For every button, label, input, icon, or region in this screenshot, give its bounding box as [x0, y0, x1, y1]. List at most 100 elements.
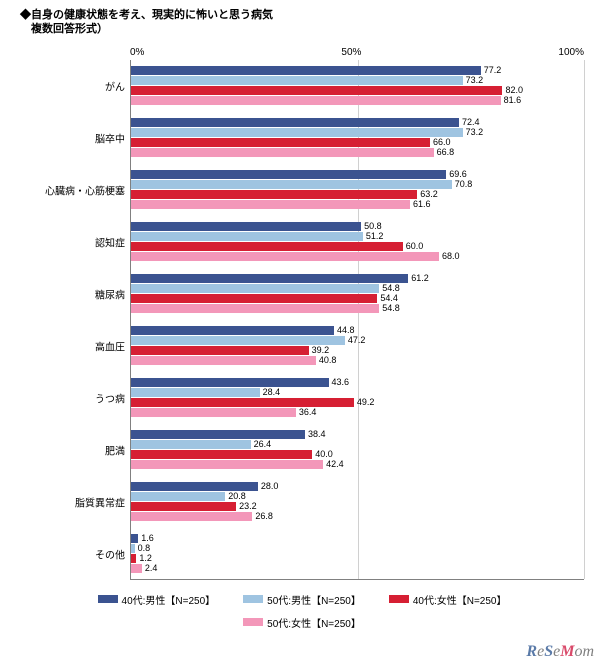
legend-label: 50代:女性【N=250】 [267, 615, 361, 630]
bar-value-label: 36.4 [296, 407, 317, 417]
legend-item: 40代:男性【N=250】 [98, 592, 216, 607]
bar-value-label: 54.4 [377, 293, 398, 303]
bar: 82.0 [131, 86, 502, 95]
category-label: 脂質異常症 [11, 494, 131, 509]
legend-item: 40代:女性【N=250】 [389, 592, 507, 607]
bar: 2.4 [131, 564, 142, 573]
category-group: 心臓病・心筋梗塞69.670.863.261.6 [131, 164, 584, 216]
bar-value-label: 38.4 [305, 429, 326, 439]
bar: 40.8 [131, 356, 316, 365]
legend-swatch [389, 595, 409, 603]
category-label: 肥満 [11, 442, 131, 457]
bar-value-label: 26.4 [251, 439, 272, 449]
wm-r: R [526, 643, 537, 660]
wm-m: M [560, 643, 574, 660]
bar: 69.6 [131, 170, 446, 179]
bar-value-label: 42.4 [323, 459, 344, 469]
tick-0: 0% [130, 47, 144, 58]
bar: 42.4 [131, 460, 323, 469]
bar: 70.8 [131, 180, 452, 189]
bar: 61.6 [131, 200, 410, 209]
category-label: 脳卒中 [11, 130, 131, 145]
bar-value-label: 51.2 [363, 231, 384, 241]
bar-value-label: 50.8 [361, 221, 382, 231]
legend-swatch [243, 595, 263, 603]
bar-value-label: 54.8 [379, 303, 400, 313]
chart-area: がん77.273.282.081.6脳卒中72.473.266.066.8心臓病… [130, 60, 584, 580]
bar: 49.2 [131, 398, 354, 407]
bar: 54.8 [131, 284, 379, 293]
bar: 36.4 [131, 408, 296, 417]
bar-value-label: 40.8 [316, 355, 337, 365]
bar: 66.8 [131, 148, 434, 157]
bar: 26.8 [131, 512, 252, 521]
bar-value-label: 68.0 [439, 251, 460, 261]
bar-value-label: 61.6 [410, 199, 431, 209]
bar-value-label: 66.8 [434, 147, 455, 157]
category-group: 糖尿病61.254.854.454.8 [131, 268, 584, 320]
category-group: その他1.60.81.22.4 [131, 528, 584, 580]
bar: 61.2 [131, 274, 408, 283]
gridline [584, 60, 585, 579]
header-line2: 複数回答形式） [20, 22, 584, 36]
bar-value-label: 73.2 [463, 75, 484, 85]
bar: 63.2 [131, 190, 417, 199]
bar: 38.4 [131, 430, 305, 439]
bar-value-label: 61.2 [408, 273, 429, 283]
category-group: うつ病43.628.449.236.4 [131, 372, 584, 424]
x-axis-labels: 0% 50% 100% [0, 41, 604, 60]
bar: 28.4 [131, 388, 260, 397]
bar: 47.2 [131, 336, 345, 345]
bar-value-label: 47.2 [345, 335, 366, 345]
bar: 20.8 [131, 492, 225, 501]
tick-50: 50% [341, 47, 361, 58]
header-line1: ◆自身の健康状態を考え、現実的に怖いと思う病気 [20, 8, 584, 22]
bar-value-label: 20.8 [225, 491, 246, 501]
category-label: がん [11, 78, 131, 93]
bar-value-label: 1.2 [136, 553, 152, 563]
bar: 73.2 [131, 76, 463, 85]
legend: 40代:男性【N=250】 50代:男性【N=250】 40代:女性【N=250】 5… [0, 580, 604, 634]
bar-value-label: 44.8 [334, 325, 355, 335]
bar-value-label: 28.4 [260, 387, 281, 397]
bar: 50.8 [131, 222, 361, 231]
bar-value-label: 2.4 [142, 563, 158, 573]
legend-label: 50代:男性【N=250】 [267, 592, 361, 607]
category-label: 認知症 [11, 234, 131, 249]
bar-value-label: 0.8 [135, 543, 151, 553]
bar-value-label: 26.8 [252, 511, 273, 521]
bar-value-label: 82.0 [502, 85, 523, 95]
bar: 60.0 [131, 242, 403, 251]
tick-100: 100% [558, 47, 584, 58]
bar-value-label: 39.2 [309, 345, 330, 355]
category-group: 認知症50.851.260.068.0 [131, 216, 584, 268]
bar-value-label: 77.2 [481, 65, 502, 75]
bar: 1.2 [131, 554, 136, 563]
wm-s: S [544, 643, 553, 660]
bar: 72.4 [131, 118, 459, 127]
category-label: 糖尿病 [11, 286, 131, 301]
chart-header: ◆自身の健康状態を考え、現実的に怖いと思う病気 複数回答形式） [0, 0, 604, 41]
bar: 68.0 [131, 252, 439, 261]
category-label: 高血圧 [11, 338, 131, 353]
bar-value-label: 43.6 [329, 377, 350, 387]
bar-value-label: 63.2 [417, 189, 438, 199]
bar: 39.2 [131, 346, 309, 355]
category-group: 肥満38.426.440.042.4 [131, 424, 584, 476]
bar: 54.4 [131, 294, 377, 303]
category-group: 高血圧44.847.239.240.8 [131, 320, 584, 372]
watermark: ReSeMom [526, 643, 594, 661]
bar: 51.2 [131, 232, 363, 241]
bar: 43.6 [131, 378, 329, 387]
bar: 1.6 [131, 534, 138, 543]
bar-value-label: 81.6 [501, 95, 522, 105]
bar: 44.8 [131, 326, 334, 335]
legend-swatch [243, 618, 263, 626]
category-label: 心臓病・心筋梗塞 [11, 182, 131, 197]
bar: 54.8 [131, 304, 379, 313]
bar: 77.2 [131, 66, 481, 75]
bar: 40.0 [131, 450, 312, 459]
category-group: 脳卒中72.473.266.066.8 [131, 112, 584, 164]
category-label: うつ病 [11, 390, 131, 405]
category-group: 脂質異常症28.020.823.226.8 [131, 476, 584, 528]
